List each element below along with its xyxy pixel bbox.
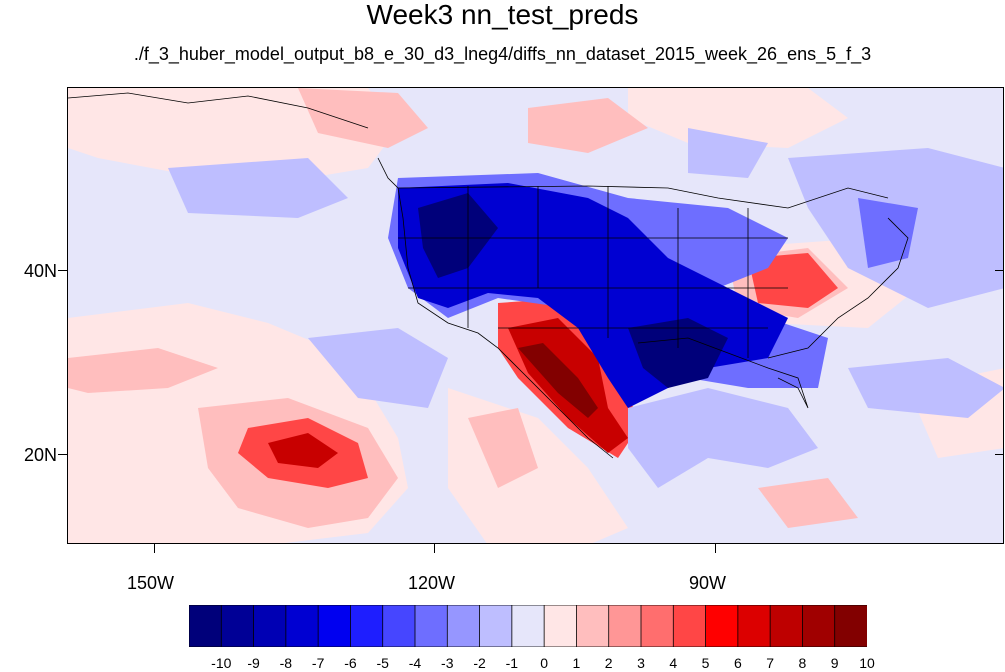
- colorbar-tick-label: -6: [344, 655, 357, 671]
- colorbar-canvas: [189, 605, 867, 647]
- colorbar-swatch: [382, 605, 416, 647]
- colorbar-swatch: [446, 605, 481, 647]
- lat-label-40n: 40N: [24, 261, 58, 281]
- colorbar-tick-label: 8: [798, 655, 807, 671]
- darkest-blue-anomaly-regions: [418, 193, 728, 388]
- colorbar: [189, 605, 867, 647]
- colorbar-swatch: [414, 605, 449, 647]
- colorbar-tick-label: 7: [766, 655, 775, 671]
- lat-label-20n: 20N: [24, 445, 58, 465]
- colorbar-tick-label: -9: [247, 655, 260, 671]
- lat-tick-40n-right: [995, 270, 1004, 271]
- lon-tick-90w: [715, 544, 716, 553]
- lon-tick-150w: [154, 544, 155, 553]
- map-title: Week3 nn_test_preds: [366, 0, 639, 30]
- colorbar-swatch: [511, 605, 546, 647]
- colorbar-swatch: [576, 605, 610, 647]
- colorbar-swatch: [189, 605, 223, 647]
- map-plot-area: [67, 87, 1004, 544]
- colorbar-swatch: [350, 605, 384, 647]
- map-canvas: [68, 88, 1003, 543]
- colorbar-tick-label: 10: [859, 655, 875, 671]
- lon-tick-120w: [434, 544, 435, 553]
- colorbar-tick-label: 6: [733, 655, 742, 671]
- colorbar-swatch: [672, 605, 707, 647]
- lon-label-90w: 90W: [689, 573, 727, 593]
- colorbar-tick-label: 5: [701, 655, 710, 671]
- colorbar-tick-label: 2: [604, 655, 613, 671]
- colorbar-swatch: [769, 605, 804, 647]
- colorbar-tick-label: 1: [572, 655, 581, 671]
- lat-tick-20n-left: [58, 454, 67, 455]
- colorbar-swatch: [640, 605, 675, 647]
- colorbar-swatch: [253, 605, 287, 647]
- colorbar-tick-label: -3: [441, 655, 454, 671]
- colorbar-swatch: [543, 605, 578, 647]
- colorbar-tick-label: -10: [211, 655, 232, 671]
- colorbar-swatch: [479, 605, 513, 647]
- lat-tick-20n-right: [995, 454, 1004, 455]
- colorbar-tick-label: -5: [376, 655, 389, 671]
- colorbar-swatch: [317, 605, 352, 647]
- light-blue-anomaly-regions: [168, 128, 1003, 488]
- colorbar-tick-label: -2: [473, 655, 486, 671]
- colorbar-swatch: [220, 605, 255, 647]
- colorbar-tick-label: -1: [505, 655, 519, 671]
- lon-label-150w: 150W: [127, 573, 175, 593]
- darkest-red-anomaly-regions: [518, 343, 598, 418]
- map-subtitle: ./f_3_huber_model_output_b8_e_30_d3_lneg…: [133, 44, 872, 64]
- colorbar-swatch: [737, 605, 772, 647]
- colorbar-tick-label: 3: [637, 655, 645, 671]
- colorbar-tick-label: -8: [279, 655, 293, 671]
- colorbar-tick-label: 0: [540, 655, 549, 671]
- lon-label-120w: 120W: [408, 573, 456, 593]
- colorbar-tick-label: 9: [830, 655, 839, 671]
- lat-tick-40n-left: [58, 270, 67, 271]
- colorbar-swatch: [285, 605, 320, 647]
- colorbar-swatch: [802, 605, 836, 647]
- colorbar-tick-label: 4: [669, 655, 678, 671]
- colorbar-swatch: [705, 605, 739, 647]
- coastlines-and-borders: [68, 92, 909, 459]
- colorbar-swatch: [608, 605, 642, 647]
- colorbar-swatch: [834, 605, 867, 647]
- colorbar-tick-label: -4: [408, 655, 422, 671]
- colorbar-tick-label: -7: [311, 655, 325, 671]
